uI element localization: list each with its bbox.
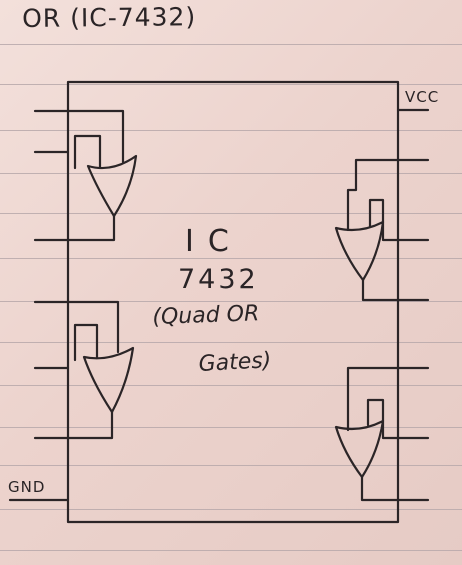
ruled-line — [0, 44, 462, 45]
ruled-line — [0, 465, 462, 466]
ic-outline — [66, 80, 400, 524]
ruled-line — [0, 385, 462, 386]
or-gate-4-wire-b — [366, 398, 400, 440]
or-gate-2-wire-a — [66, 300, 120, 354]
or-gate-3-wire-b — [368, 198, 400, 242]
or-gate-1-symbol — [86, 154, 138, 218]
ruled-line — [0, 173, 462, 174]
ruled-line — [0, 509, 462, 510]
ruled-line — [0, 550, 462, 551]
or-gate-1-wire-a — [66, 109, 125, 164]
page-title: OR (IC-7432) — [22, 2, 197, 33]
vcc-pin-label: VCC — [405, 88, 440, 106]
or-gate-1 — [66, 109, 138, 242]
ic-label-line-1: IC — [185, 224, 243, 259]
right-pins — [396, 108, 430, 502]
or-gate-1-wire-b — [73, 134, 102, 170]
ic-label-line-3: (Quad OR — [152, 301, 260, 330]
or-gate-3-output — [361, 278, 400, 302]
or-gate-4-wire-a — [346, 366, 400, 432]
left-pins — [8, 109, 70, 502]
ruled-line — [0, 342, 462, 343]
gnd-pin-label: GND — [8, 478, 46, 496]
ic-label-line-2: 7432 — [178, 264, 259, 295]
or-gate-4 — [334, 366, 400, 502]
or-gate-2 — [66, 300, 135, 440]
or-gate-4-symbol — [334, 419, 385, 479]
or-gate-2-symbol — [82, 346, 135, 414]
ruled-line — [0, 427, 462, 428]
or-gate-2-wire-b — [73, 323, 99, 362]
ic-label-line-4: Gates) — [198, 348, 272, 377]
ruled-line — [0, 130, 462, 131]
or-gate-2-output — [66, 410, 114, 440]
ruled-line — [0, 258, 462, 259]
or-gate-3 — [334, 158, 400, 302]
ruled-line — [0, 84, 462, 85]
ruled-line — [0, 213, 462, 214]
or-gate-1-output — [66, 214, 116, 242]
or-gate-4-output — [360, 475, 400, 502]
or-gate-3-symbol — [334, 220, 385, 282]
ruled-line — [0, 301, 462, 302]
or-gate-3-wire-a — [346, 158, 400, 232]
